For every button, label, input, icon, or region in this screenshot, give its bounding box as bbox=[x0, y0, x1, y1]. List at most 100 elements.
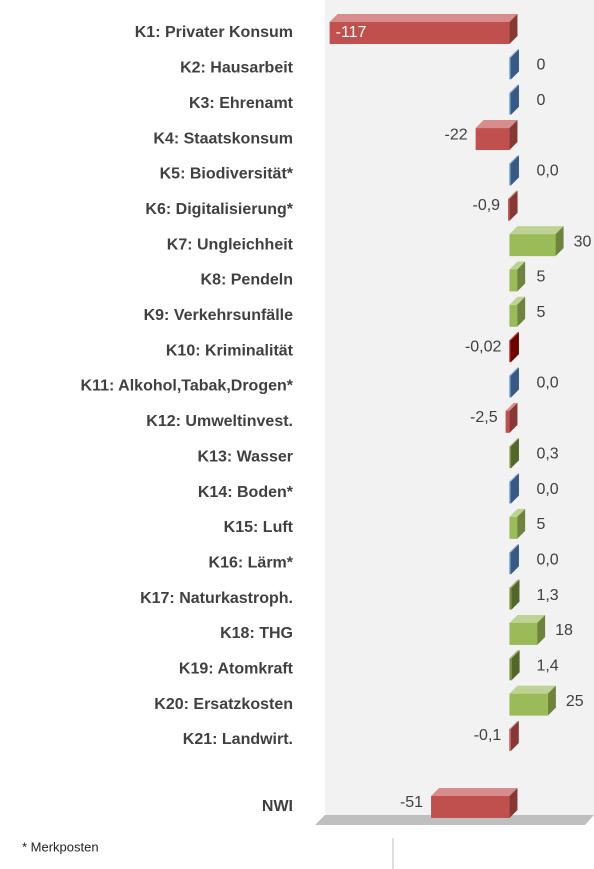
bar bbox=[509, 481, 511, 504]
value-label: 0 bbox=[536, 57, 545, 74]
bar bbox=[329, 22, 510, 44]
value-label: 0,0 bbox=[536, 481, 558, 498]
bar-side bbox=[510, 155, 519, 186]
category-label: K21: Landwirt. bbox=[183, 731, 293, 748]
bar-top bbox=[509, 614, 546, 623]
value-label: 1,4 bbox=[536, 658, 558, 675]
bar bbox=[509, 729, 511, 751]
category-label: K14: Boden* bbox=[198, 484, 294, 501]
category-label: K2: Hausarbeit bbox=[180, 60, 294, 77]
category-label: K5: Biodiversität* bbox=[160, 166, 294, 183]
bar bbox=[509, 92, 511, 115]
value-label: 1,3 bbox=[536, 587, 558, 604]
bar-side bbox=[517, 296, 526, 327]
bar-side bbox=[517, 508, 526, 539]
category-label: K17: Naturkastroph. bbox=[140, 590, 293, 607]
value-label: 5 bbox=[536, 304, 545, 321]
bar bbox=[509, 304, 518, 327]
bar-top bbox=[509, 296, 526, 305]
category-label: K12: Umweltinvest. bbox=[146, 413, 293, 430]
bar-side bbox=[509, 14, 518, 44]
category-label: K7: Ungleichheit bbox=[167, 236, 294, 253]
bar-side bbox=[510, 84, 519, 115]
bar-side bbox=[537, 614, 546, 645]
bar bbox=[509, 552, 511, 575]
value-label: 0,3 bbox=[536, 445, 558, 462]
bar-side bbox=[510, 473, 519, 504]
value-label: 5 bbox=[536, 516, 545, 533]
category-label: NWI bbox=[262, 798, 293, 815]
bar bbox=[431, 796, 510, 818]
category-label: K19: Atomkraft bbox=[179, 661, 294, 678]
category-label: K8: Pendeln bbox=[201, 272, 293, 289]
value-label: 0 bbox=[536, 92, 545, 109]
value-label: -117 bbox=[336, 24, 367, 41]
category-label: K11: Alkohol,Tabak,Drogen* bbox=[81, 378, 294, 395]
bar-side bbox=[509, 190, 518, 221]
category-label: K10: Kriminalität bbox=[166, 342, 294, 359]
bar-side bbox=[510, 544, 519, 575]
value-label: 18 bbox=[555, 622, 573, 639]
bar-top bbox=[509, 650, 520, 659]
bar-top bbox=[509, 367, 519, 376]
bar-top bbox=[509, 49, 519, 58]
bar-side bbox=[509, 788, 518, 818]
bar-side bbox=[511, 650, 520, 681]
bar-side bbox=[511, 579, 520, 610]
bar-side bbox=[510, 367, 519, 398]
bar-top bbox=[509, 579, 520, 588]
bar-side bbox=[509, 120, 518, 151]
value-label: -0,9 bbox=[472, 197, 500, 214]
bar-top bbox=[509, 332, 519, 341]
plot-area bbox=[325, 0, 594, 815]
bar bbox=[509, 163, 511, 186]
bar-side bbox=[510, 332, 519, 363]
category-label: K20: Ersatzkosten bbox=[154, 696, 293, 713]
category-label: K16: Lärm* bbox=[209, 554, 294, 571]
category-label: K1: Privater Konsum bbox=[135, 24, 293, 41]
bar bbox=[509, 269, 518, 292]
bar-side bbox=[510, 49, 519, 80]
bar bbox=[509, 516, 518, 539]
bar-top bbox=[509, 544, 519, 553]
bar bbox=[509, 234, 556, 257]
bar bbox=[475, 128, 510, 151]
category-label: K6: Digitalisierung* bbox=[145, 201, 293, 218]
bar-side bbox=[510, 438, 519, 469]
bar-top bbox=[509, 261, 526, 270]
bar-top bbox=[509, 155, 519, 164]
bar-top bbox=[431, 788, 518, 796]
value-label: 0,0 bbox=[536, 551, 558, 568]
bar-top bbox=[509, 508, 526, 517]
bar-side bbox=[517, 261, 526, 292]
bar-top bbox=[509, 438, 519, 447]
value-label: -22 bbox=[445, 126, 468, 143]
footnote: * Merkposten bbox=[22, 839, 99, 854]
bar bbox=[509, 587, 512, 610]
bar-top bbox=[508, 190, 518, 199]
bar bbox=[508, 198, 510, 221]
bar-top bbox=[509, 685, 556, 694]
bar bbox=[509, 658, 512, 681]
bar-top bbox=[509, 721, 519, 729]
value-label: -51 bbox=[400, 794, 423, 811]
category-label: K13: Wasser bbox=[198, 448, 293, 465]
bar-side bbox=[509, 402, 518, 433]
category-label: K3: Ehrenamt bbox=[189, 95, 294, 112]
value-label: 0,0 bbox=[536, 375, 558, 392]
value-label: 0,0 bbox=[536, 163, 558, 180]
bar bbox=[509, 375, 511, 398]
bar-top bbox=[509, 473, 519, 482]
bar-top bbox=[505, 402, 518, 411]
value-label: 30 bbox=[574, 233, 592, 250]
category-label: K18: THG bbox=[220, 625, 293, 642]
bar-top bbox=[509, 84, 519, 93]
value-label: -0,02 bbox=[465, 338, 502, 355]
bar-top bbox=[509, 226, 564, 235]
bar-top bbox=[475, 120, 518, 129]
bar bbox=[505, 410, 510, 433]
value-label: 25 bbox=[566, 693, 584, 710]
bar bbox=[509, 693, 548, 716]
value-label: -2,5 bbox=[470, 409, 498, 426]
